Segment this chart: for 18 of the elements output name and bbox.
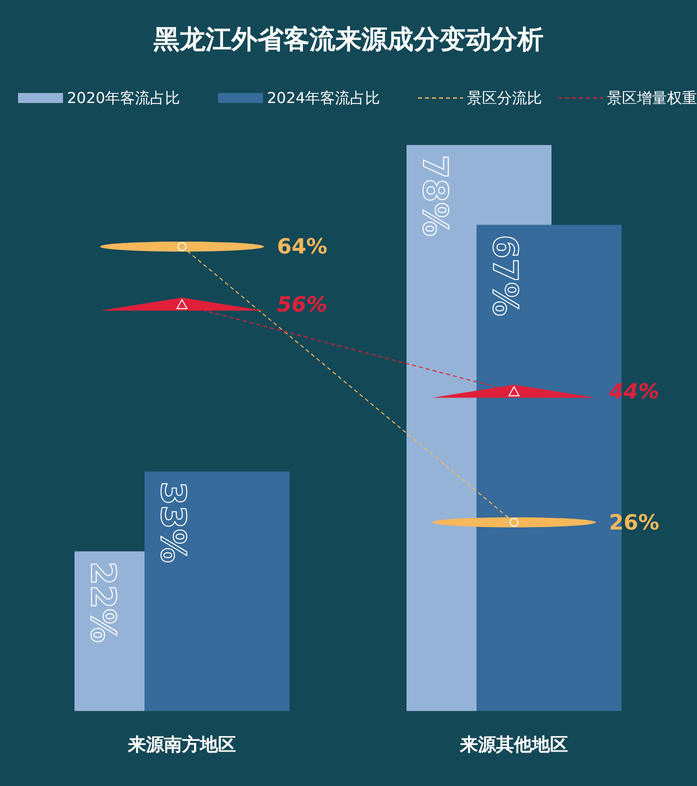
data-label: 56% bbox=[277, 292, 328, 317]
bar bbox=[144, 472, 290, 711]
x-tick-label: 来源其他地区 bbox=[459, 734, 568, 756]
point bbox=[178, 242, 186, 252]
legend-label: 2020年客流占比 bbox=[67, 89, 180, 107]
data-label: 44% bbox=[608, 380, 660, 404]
data-label: 26% bbox=[609, 510, 660, 534]
legend-label: 2024年客流占比 bbox=[267, 89, 380, 107]
data-label: 67% bbox=[484, 234, 524, 316]
data-label: 22% bbox=[82, 561, 122, 643]
legend-label: 景区增量权重 bbox=[607, 89, 697, 107]
legend-label: 景区分流比 bbox=[467, 89, 542, 107]
chart-title: 黑龙江外省客流来源成分变动分析 bbox=[152, 25, 544, 55]
point bbox=[510, 518, 518, 527]
data-label: 33% bbox=[152, 482, 192, 563]
x-tick-label: 来源南方地区 bbox=[127, 734, 236, 756]
data-label: 64% bbox=[277, 234, 328, 259]
data-label: 78% bbox=[414, 155, 454, 236]
